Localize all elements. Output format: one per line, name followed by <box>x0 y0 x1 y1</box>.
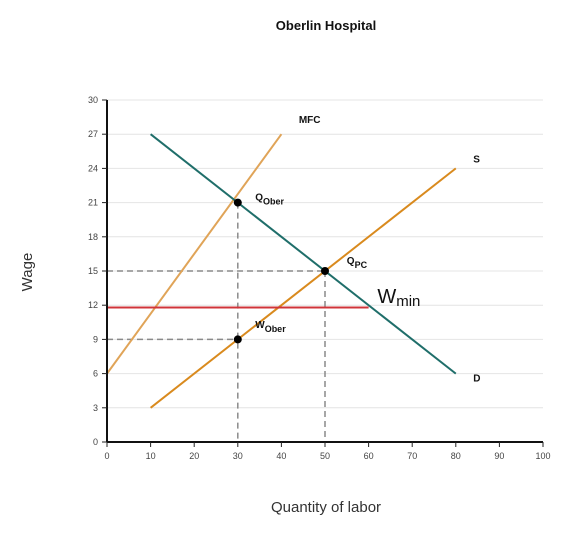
guides <box>107 202 326 442</box>
chart-title: Oberlin Hospital <box>276 18 376 33</box>
x-tick-label-80: 80 <box>451 451 461 461</box>
x-tick-label-10: 10 <box>146 451 156 461</box>
y-tick-label-15: 15 <box>88 266 98 276</box>
label-s: S <box>473 155 480 166</box>
y-tick-label-0: 0 <box>93 437 98 447</box>
x-tick-label-30: 30 <box>233 451 243 461</box>
ticks: 0 3 6 9 12 15 18 21 24 27 30 0 10 20 30 40 50 60 70 80 90 100 <box>88 95 551 461</box>
x-tick-label-40: 40 <box>276 451 286 461</box>
label-mfc: MFC <box>299 115 321 126</box>
series-line-d <box>149 133 457 375</box>
y-tick-label-3: 3 <box>93 403 98 413</box>
point-q-ober <box>233 198 242 207</box>
point-q-pc <box>321 267 329 275</box>
point-w-ober <box>233 335 242 344</box>
x-tick-label-100: 100 <box>535 451 550 461</box>
label-d: D <box>473 374 480 385</box>
y-axis-title: Wage <box>19 253 36 292</box>
y-tick-label-18: 18 <box>88 232 98 242</box>
y-tick-label-9: 9 <box>93 334 98 344</box>
x-tick-label-90: 90 <box>494 451 504 461</box>
x-tick-label-50: 50 <box>320 451 330 461</box>
label-q-ober: QOber <box>255 192 284 206</box>
y-tick-label-24: 24 <box>88 163 98 173</box>
label-wmin: Wmin <box>377 286 420 310</box>
y-tick-label-30: 30 <box>88 95 98 105</box>
x-tick-label-60: 60 <box>364 451 374 461</box>
label-q-pc: QPC <box>347 256 368 270</box>
annotations: MFC S D QOber QPC WOber Wmin <box>255 115 480 385</box>
series-line-s <box>149 167 457 409</box>
markers <box>233 198 329 344</box>
x-tick-label-70: 70 <box>407 451 417 461</box>
x-axis-title: Quantity of labor <box>271 499 381 516</box>
y-tick-label-27: 27 <box>88 129 98 139</box>
x-tick-label-20: 20 <box>189 451 199 461</box>
y-tick-label-21: 21 <box>88 198 98 208</box>
y-tick-label-12: 12 <box>88 300 98 310</box>
series-lines <box>106 133 457 409</box>
series-line-mfc <box>106 133 283 375</box>
label-w-ober: WOber <box>255 320 286 334</box>
y-tick-label-6: 6 <box>93 369 98 379</box>
x-tick-label-0: 0 <box>104 451 109 461</box>
